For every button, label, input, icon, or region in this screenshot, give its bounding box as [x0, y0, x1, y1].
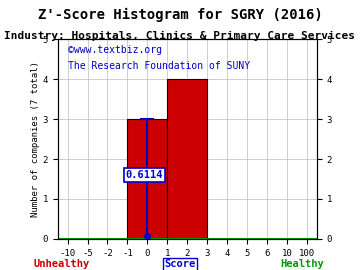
Text: 0.6114: 0.6114: [126, 170, 163, 180]
Text: The Research Foundation of SUNY: The Research Foundation of SUNY: [68, 61, 250, 71]
Text: Z'-Score Histogram for SGRY (2016): Z'-Score Histogram for SGRY (2016): [38, 8, 322, 22]
Text: Industry: Hospitals, Clinics & Primary Care Services: Industry: Hospitals, Clinics & Primary C…: [4, 31, 356, 41]
Text: Score: Score: [165, 259, 195, 269]
Text: ©www.textbiz.org: ©www.textbiz.org: [68, 45, 162, 55]
Bar: [167, 79, 207, 239]
Text: Unhealthy: Unhealthy: [33, 259, 89, 269]
Text: Healthy: Healthy: [280, 259, 324, 269]
Bar: [127, 119, 167, 239]
Y-axis label: Number of companies (7 total): Number of companies (7 total): [31, 61, 40, 217]
